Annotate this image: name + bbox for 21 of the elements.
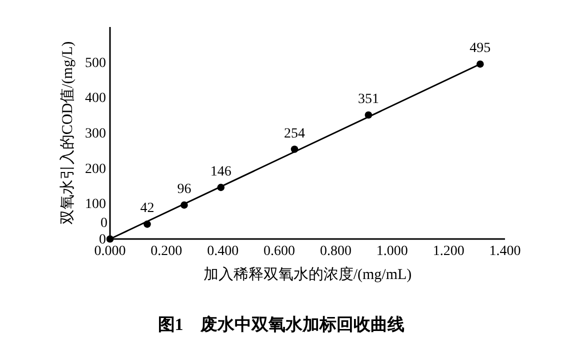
data-label: 495 [470, 41, 491, 56]
x-tick-label: 0.400 [207, 244, 239, 259]
x-tick-label: 1.200 [432, 244, 464, 259]
text: 图1 废水中双氧水加标回收曲线 [158, 315, 404, 334]
x-axis-title: 加入稀释双氧水的浓度/(mg/mL) [203, 266, 412, 283]
y-tick-label: 500 [85, 56, 106, 71]
x-tick-label: 1.000 [376, 244, 408, 259]
data-label: 351 [358, 92, 379, 107]
data-label: 42 [140, 201, 154, 216]
y-tick-label: 400 [85, 91, 106, 106]
data-label: 254 [284, 126, 306, 142]
x-tick-label: 0.600 [264, 244, 296, 259]
data-label: 146 [210, 164, 232, 180]
x-tick-label: 0.200 [150, 244, 182, 259]
x-tick-label: 0.800 [320, 244, 352, 259]
y-tick-label: 300 [85, 126, 106, 142]
y-tick-label: 200 [85, 162, 106, 177]
y-axis-title: 双氧水引入的COD值/(mg/L) [59, 41, 76, 225]
x-tick-label: 1.400 [489, 244, 521, 259]
y-tick-label: 100 [85, 197, 106, 212]
data-label: 96 [177, 182, 192, 198]
